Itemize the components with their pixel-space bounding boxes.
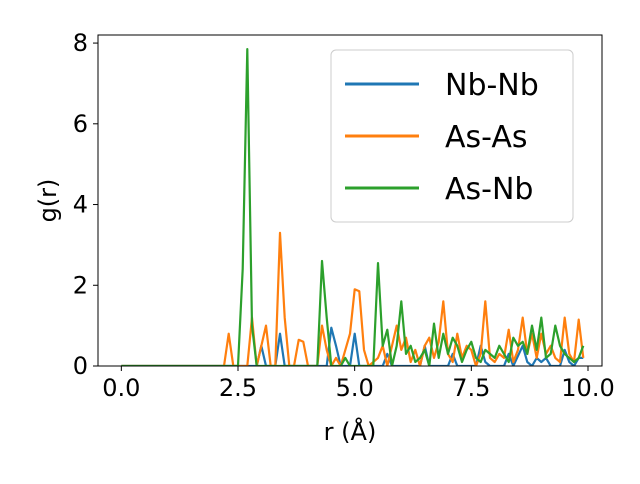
y-tick-label: 4: [73, 191, 88, 219]
legend: Nb-Nb As-As As-Nb: [330, 49, 574, 223]
x-tick-label: 0.0: [102, 374, 140, 402]
x-tick-label: 5.0: [336, 374, 374, 402]
x-tick-label: 2.5: [219, 374, 257, 402]
y-axis-ticks: 0 2 4 6 8: [73, 29, 98, 380]
legend-box: [330, 49, 574, 223]
series-layer: [121, 47, 585, 366]
y-axis-label: g(r): [34, 179, 62, 223]
x-axis-label: r (Å): [324, 417, 377, 446]
legend-item-nb-nb: Nb-Nb: [345, 68, 539, 103]
y-tick-label: 2: [73, 271, 88, 299]
legend-label: As-As: [445, 120, 527, 155]
y-tick-label: 6: [73, 110, 88, 138]
legend-item-as-nb: As-Nb: [345, 172, 533, 207]
x-axis-ticks: 0.0 2.5 5.0 7.5 10.0: [102, 366, 615, 402]
series-line-as-nb: [121, 47, 585, 366]
x-tick-label: 7.5: [452, 374, 490, 402]
axes-frame: [97, 34, 603, 367]
legend-label: As-Nb: [445, 172, 533, 207]
legend-label: Nb-Nb: [445, 68, 539, 103]
y-tick-label: 8: [73, 29, 88, 57]
legend-item-as-as: As-As: [345, 120, 527, 155]
x-tick-label: 10.0: [561, 374, 614, 402]
y-tick-label: 0: [73, 352, 88, 380]
